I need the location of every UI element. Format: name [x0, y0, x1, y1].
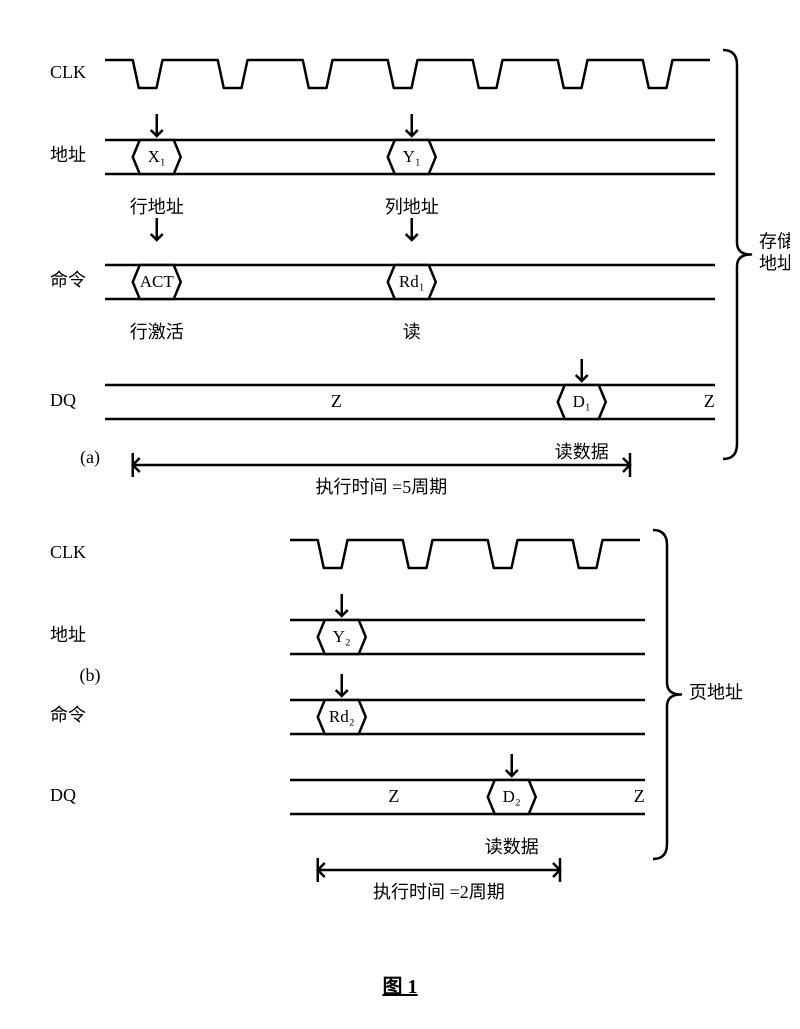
svg-text:CLK: CLK: [50, 542, 86, 562]
svg-text:执行时间 =2周期: 执行时间 =2周期: [373, 882, 505, 902]
svg-text:ACT: ACT: [140, 272, 175, 291]
svg-text:Z: Z: [331, 391, 342, 411]
svg-text:页地址: 页地址: [689, 683, 743, 703]
svg-text:Z: Z: [634, 786, 645, 806]
svg-text:DQ: DQ: [50, 785, 76, 805]
svg-text:列地址: 列地址: [385, 197, 439, 217]
svg-text:Rd₁: Rd₁: [399, 272, 425, 291]
svg-text:行地址: 行地址: [130, 197, 184, 217]
svg-text:地址: 地址: [759, 254, 790, 274]
svg-text:读数据: 读数据: [555, 442, 609, 462]
svg-text:X₁: X₁: [148, 147, 166, 166]
figure-label: 图 1: [10, 970, 790, 999]
svg-text:读数据: 读数据: [485, 837, 539, 857]
svg-text:Y₂: Y₂: [333, 627, 351, 646]
svg-text:执行时间 =5周期: 执行时间 =5周期: [316, 477, 448, 497]
svg-text:Z: Z: [388, 786, 399, 806]
svg-text:D₁: D₁: [573, 392, 591, 411]
svg-text:Z: Z: [704, 391, 715, 411]
svg-text:地址: 地址: [50, 145, 86, 165]
svg-text:行激活: 行激活: [130, 322, 184, 342]
svg-text:地址: 地址: [50, 625, 86, 645]
svg-text:Rd₂: Rd₂: [329, 707, 355, 726]
timing-diagram-svg: CLK 地址 X₁ 行地址 Y₁ 列地址命令 ACT 行激活 Rd₁ 读 DQ D₁ 读数据 Z Z (a) 执…: [10, 20, 790, 950]
svg-text:D₂: D₂: [503, 787, 521, 806]
svg-text:CLK: CLK: [50, 62, 86, 82]
svg-text:读: 读: [403, 322, 421, 342]
svg-text:DQ: DQ: [50, 390, 76, 410]
svg-text:(b): (b): [80, 665, 101, 686]
svg-text:存储体: 存储体: [759, 232, 790, 252]
svg-text:(a): (a): [80, 447, 100, 468]
svg-text:命令: 命令: [50, 270, 86, 290]
svg-text:命令: 命令: [50, 705, 86, 725]
svg-text:Y₁: Y₁: [403, 147, 421, 166]
